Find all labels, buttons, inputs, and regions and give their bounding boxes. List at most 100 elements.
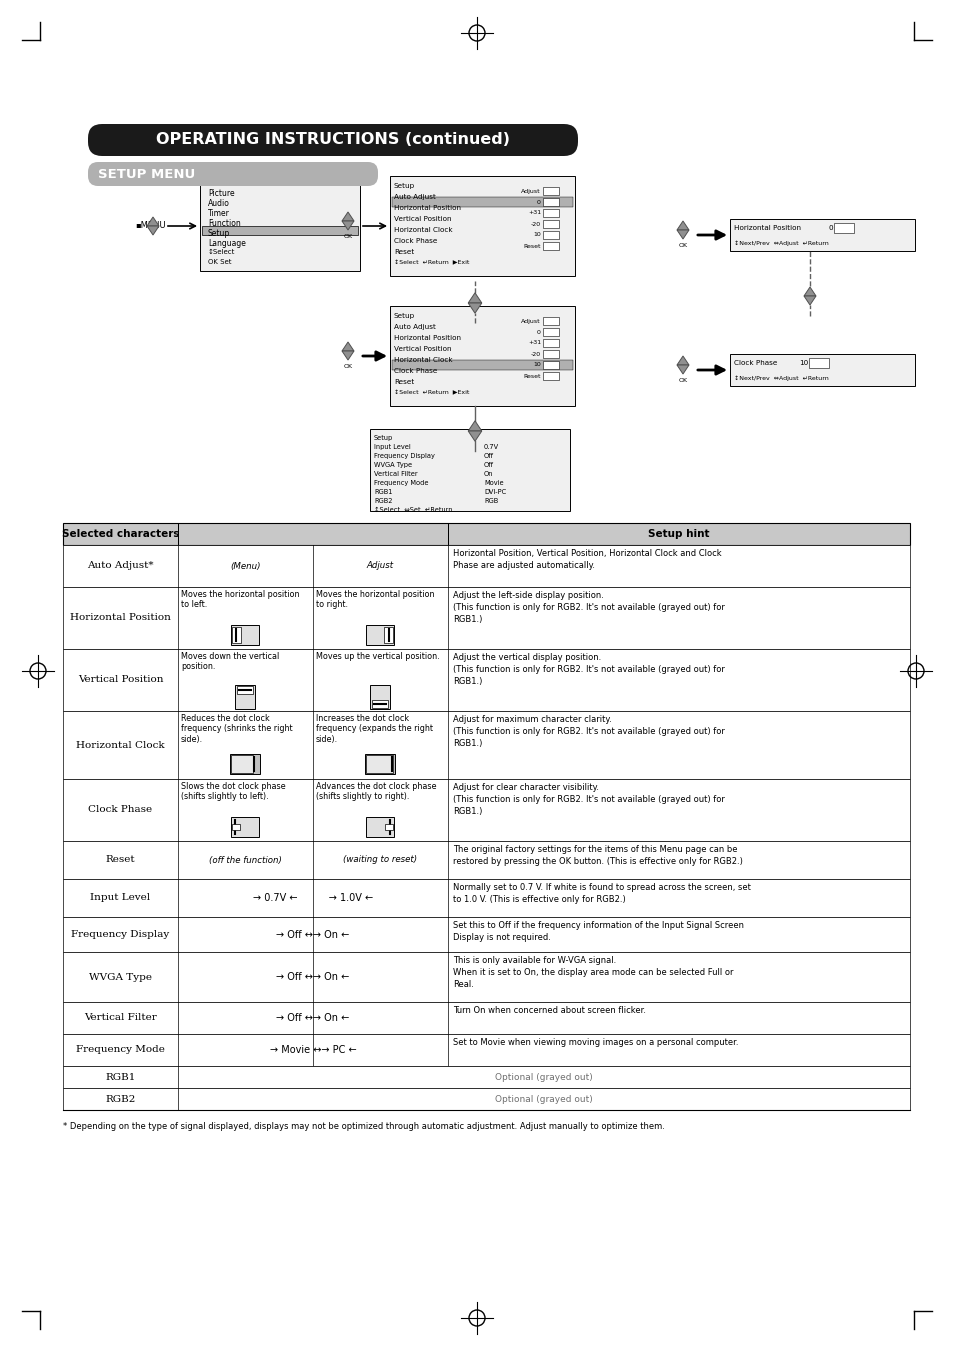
Text: Input Level: Input Level	[374, 444, 411, 450]
Text: Adjust the left-side display position.
(This function is only for RGB2. It's not: Adjust the left-side display position. (…	[453, 590, 724, 624]
Text: This is only available for W-VGA signal.
When it is set to On, the display area : This is only available for W-VGA signal.…	[453, 957, 733, 989]
Text: OK Set: OK Set	[208, 259, 232, 265]
Bar	[542, 317, 558, 326]
Polygon shape	[468, 431, 481, 442]
Polygon shape	[468, 303, 481, 313]
Text: Horizontal Clock: Horizontal Clock	[394, 227, 452, 232]
Bar	[390, 305, 575, 407]
Bar	[370, 685, 390, 709]
Text: Setup: Setup	[394, 182, 415, 189]
Text: Increases the dot clock
frequency (expands the right
side).: Increases the dot clock frequency (expan…	[315, 713, 433, 744]
Text: ↕Next/Prev  ⇔Adjust  ↵Return: ↕Next/Prev ⇔Adjust ↵Return	[733, 376, 828, 381]
Text: → Movie ↔→ PC ←: → Movie ↔→ PC ←	[270, 1046, 355, 1055]
Polygon shape	[341, 222, 354, 230]
Bar	[63, 780, 909, 842]
Text: (waiting to reset): (waiting to reset)	[343, 855, 417, 865]
Polygon shape	[677, 230, 688, 239]
Text: OK: OK	[343, 363, 353, 369]
Text: Horizontal Clock: Horizontal Clock	[76, 740, 165, 750]
Text: Timer: Timer	[208, 209, 230, 218]
Polygon shape	[147, 226, 159, 235]
Bar	[233, 824, 240, 831]
Text: Adjust: Adjust	[521, 189, 540, 193]
Text: WVGA Type: WVGA Type	[89, 973, 152, 981]
Bar	[448, 523, 449, 544]
Text: Horizontal Position: Horizontal Position	[394, 335, 460, 340]
Text: OK: OK	[343, 234, 353, 239]
Text: 10: 10	[533, 362, 540, 367]
Bar	[729, 219, 914, 251]
Text: Horizontal Clock: Horizontal Clock	[394, 357, 452, 363]
Text: Moves down the vertical
position.: Moves down the vertical position.	[181, 653, 279, 671]
Text: Auto Adjust*: Auto Adjust*	[87, 562, 153, 570]
Text: (Menu): (Menu)	[230, 562, 260, 570]
Text: 0: 0	[828, 226, 833, 231]
Bar	[384, 627, 393, 643]
Text: Adjust the vertical display position.
(This function is only for RGB2. It's not : Adjust the vertical display position. (T…	[453, 653, 724, 685]
Text: 0: 0	[537, 200, 540, 204]
Polygon shape	[803, 286, 815, 296]
Text: Set to Movie when viewing moving images on a personal computer.: Set to Movie when viewing moving images …	[453, 1038, 738, 1047]
Bar	[63, 880, 909, 917]
Text: Vertical Position: Vertical Position	[77, 676, 163, 685]
Text: Input Level: Input Level	[91, 893, 151, 902]
Bar	[365, 754, 395, 774]
Text: Movie: Movie	[483, 480, 503, 486]
Text: Setup: Setup	[394, 313, 415, 319]
Text: Reset: Reset	[106, 855, 135, 865]
Bar	[542, 328, 558, 336]
Bar	[63, 711, 909, 780]
FancyBboxPatch shape	[88, 124, 578, 155]
Text: → 0.7V ←          → 1.0V ←: → 0.7V ← → 1.0V ←	[253, 893, 373, 902]
Bar	[392, 359, 573, 370]
Bar	[63, 648, 909, 711]
Text: Moves the horizontal position
to right.: Moves the horizontal position to right.	[315, 590, 434, 609]
Bar	[542, 209, 558, 218]
Text: Reset: Reset	[394, 380, 414, 385]
Bar	[372, 700, 388, 708]
Text: Reduces the dot clock
frequency (shrinks the right
side).: Reduces the dot clock frequency (shrinks…	[181, 713, 293, 744]
Text: Optional (grayed out): Optional (grayed out)	[495, 1073, 592, 1082]
Text: Reset: Reset	[523, 243, 540, 249]
Text: Optional (grayed out): Optional (grayed out)	[495, 1094, 592, 1104]
Bar	[542, 186, 558, 195]
Text: Setup: Setup	[374, 435, 393, 440]
Polygon shape	[341, 342, 354, 351]
Text: Off: Off	[483, 453, 494, 459]
Text: Off: Off	[483, 462, 494, 467]
Text: Setup hint: Setup hint	[648, 530, 709, 539]
Text: Setup: Setup	[208, 230, 230, 238]
Bar	[63, 523, 909, 544]
Bar	[63, 842, 909, 880]
Bar	[542, 242, 558, 250]
Text: -20: -20	[530, 222, 540, 227]
Text: RGB: RGB	[483, 499, 497, 504]
Bar	[63, 952, 909, 1002]
Text: Auto Adjust: Auto Adjust	[394, 324, 436, 330]
Polygon shape	[341, 212, 354, 222]
Text: Vertical Filter: Vertical Filter	[84, 1013, 156, 1023]
Text: Clock Phase: Clock Phase	[89, 805, 152, 815]
Text: -20: -20	[530, 351, 540, 357]
Text: ↕Select  ⇔Set  ↵Return: ↕Select ⇔Set ↵Return	[374, 507, 452, 513]
Text: Advances the dot clock phase
(shifts slightly to right).: Advances the dot clock phase (shifts sli…	[315, 782, 436, 801]
Text: Normally set to 0.7 V. If white is found to spread across the screen, set
to 1.0: Normally set to 0.7 V. If white is found…	[453, 884, 750, 904]
Text: On: On	[483, 471, 493, 477]
Bar	[542, 361, 558, 369]
Bar	[542, 231, 558, 239]
Text: Language: Language	[208, 239, 246, 249]
Bar	[729, 354, 914, 386]
Text: Selected characters: Selected characters	[62, 530, 179, 539]
Text: Frequency Mode: Frequency Mode	[76, 1046, 165, 1055]
Text: RGB2: RGB2	[105, 1094, 135, 1104]
Text: Picture: Picture	[208, 189, 234, 199]
Bar	[542, 199, 558, 205]
Text: 0: 0	[537, 330, 540, 335]
Text: Adjust: Adjust	[367, 562, 394, 570]
Text: Slows the dot clock phase
(shifts slightly to left).: Slows the dot clock phase (shifts slight…	[181, 782, 285, 801]
Bar	[63, 1088, 909, 1111]
Text: Clock Phase: Clock Phase	[394, 367, 436, 374]
Bar	[392, 197, 573, 207]
Text: 0.7V: 0.7V	[483, 444, 498, 450]
Text: 10: 10	[533, 232, 540, 238]
